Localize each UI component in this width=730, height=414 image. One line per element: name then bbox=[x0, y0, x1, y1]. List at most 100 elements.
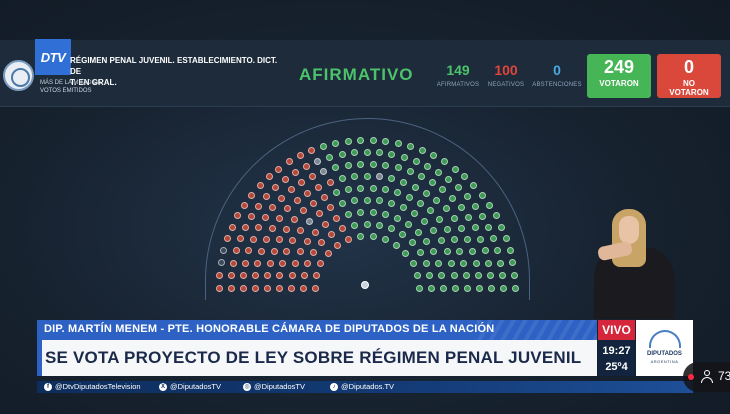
deputy-seat bbox=[363, 172, 371, 180]
deputy-seat bbox=[314, 183, 322, 191]
deputy-seat bbox=[350, 197, 358, 205]
deputy-seat bbox=[257, 247, 265, 255]
deputy-seat bbox=[408, 239, 416, 247]
deputy-seat bbox=[318, 239, 326, 247]
afirmativos-count: 149 AFIRMATIVOS bbox=[428, 62, 488, 88]
speaker-name: DIP. MARTÍN MENEM - PTE. HONORABLE CÁMAR… bbox=[44, 323, 495, 335]
deputy-seat bbox=[503, 235, 511, 243]
deputy-seat bbox=[400, 178, 408, 186]
deputy-seat bbox=[299, 207, 307, 215]
deputy-seat bbox=[282, 225, 290, 233]
deputy-seat bbox=[382, 186, 390, 194]
clock-box: 19:27 25º4 bbox=[598, 340, 635, 376]
deputy-seat bbox=[492, 212, 500, 220]
tiktok-icon: ♪ bbox=[330, 383, 338, 392]
deputy-seat bbox=[228, 223, 236, 231]
deputy-seat bbox=[455, 183, 463, 191]
deputy-seat bbox=[276, 271, 284, 279]
deputy-seat bbox=[474, 271, 482, 279]
deputy-seat bbox=[248, 191, 256, 199]
deputy-seat bbox=[451, 165, 459, 173]
deputy-seat bbox=[278, 194, 286, 202]
deputy-seat bbox=[249, 235, 257, 243]
deputy-seat bbox=[423, 189, 431, 197]
deputy-seat bbox=[436, 216, 444, 224]
deputy-seat bbox=[486, 201, 494, 209]
deputy-seat bbox=[268, 224, 276, 232]
social-x[interactable]: X @DiputadosTV bbox=[159, 382, 221, 392]
deputy-seat bbox=[338, 150, 346, 158]
deputy-seat bbox=[400, 204, 408, 212]
deputy-seat bbox=[240, 201, 248, 209]
live-badge: VIVO bbox=[598, 320, 635, 340]
no-votaron-box: 0 NO VOTARON bbox=[657, 54, 721, 98]
deputy-seat bbox=[438, 271, 446, 279]
deputy-seat bbox=[239, 284, 247, 292]
deputy-seat bbox=[332, 189, 340, 197]
deputy-seat bbox=[302, 162, 310, 170]
deputy-seat bbox=[510, 271, 518, 279]
deputy-seat bbox=[289, 236, 297, 244]
deputy-seat bbox=[382, 210, 390, 218]
deputy-seat bbox=[326, 153, 334, 161]
deputy-seat bbox=[494, 247, 502, 255]
deputy-seat bbox=[472, 202, 480, 210]
deputy-seat bbox=[418, 173, 426, 181]
deputy-seat bbox=[394, 139, 402, 147]
deputy-seat bbox=[394, 164, 402, 172]
deputy-seat bbox=[511, 284, 519, 292]
deputy-seat bbox=[234, 212, 242, 220]
deputy-seat bbox=[394, 214, 402, 222]
deputy-seat bbox=[251, 284, 259, 292]
deputy-seat bbox=[262, 192, 270, 200]
chamber-logo-text: DIPUTADOS bbox=[647, 351, 682, 357]
deputy-seat bbox=[406, 168, 414, 176]
deputy-seat bbox=[388, 175, 396, 183]
deputy-seat bbox=[461, 173, 469, 181]
headline-strip bbox=[37, 340, 597, 376]
social-instagram[interactable]: ◎ @DiputadosTV bbox=[243, 382, 305, 392]
deputy-seat bbox=[448, 194, 456, 202]
deputy-seat bbox=[460, 259, 468, 267]
deputy-seat bbox=[414, 228, 422, 236]
deputy-seat bbox=[479, 212, 487, 220]
deputy-seat bbox=[311, 284, 319, 292]
deputy-seat bbox=[475, 284, 483, 292]
deputy-seat bbox=[399, 231, 407, 239]
deputy-seat bbox=[421, 217, 429, 225]
deputy-seat bbox=[435, 259, 443, 267]
deputy-seat bbox=[291, 168, 299, 176]
deputy-seat bbox=[363, 196, 371, 204]
instagram-icon: ◎ bbox=[243, 383, 251, 392]
chamber-logo-subtext: ARGENTINA bbox=[650, 359, 679, 364]
deputy-seat bbox=[327, 231, 335, 239]
deputy-seat bbox=[264, 271, 272, 279]
social-tiktok[interactable]: ♪ @Diputados.TV bbox=[330, 382, 394, 392]
deputy-seat bbox=[415, 284, 423, 292]
deputy-seat bbox=[271, 183, 279, 191]
temperature: 25º4 bbox=[605, 361, 628, 373]
person-icon bbox=[701, 370, 713, 384]
chamber-seal-icon bbox=[3, 60, 34, 91]
deputy-seat bbox=[443, 247, 451, 255]
votaron-label: VOTARON bbox=[599, 79, 639, 88]
votaron-box: 249 VOTARON bbox=[587, 54, 651, 98]
social-bar bbox=[37, 381, 693, 393]
vote-result: AFIRMATIVO bbox=[299, 65, 414, 84]
dtv-logo: DTV bbox=[35, 39, 71, 75]
negativos-value: 100 bbox=[494, 62, 518, 78]
deputy-seat bbox=[283, 247, 291, 255]
deputy-seat bbox=[245, 247, 253, 255]
deputy-seat bbox=[275, 236, 283, 244]
deputy-seat bbox=[247, 212, 255, 220]
deputy-seat bbox=[376, 173, 384, 181]
speaker-seat-icon bbox=[361, 281, 369, 289]
deputy-seat bbox=[228, 271, 236, 279]
deputy-seat bbox=[296, 152, 304, 160]
deputy-seat bbox=[451, 236, 459, 244]
deputy-seat bbox=[439, 284, 447, 292]
deputy-seat bbox=[338, 175, 346, 183]
social-facebook[interactable]: f @DtvDiputadosTelevision bbox=[44, 382, 141, 392]
deputy-seat bbox=[406, 194, 414, 202]
